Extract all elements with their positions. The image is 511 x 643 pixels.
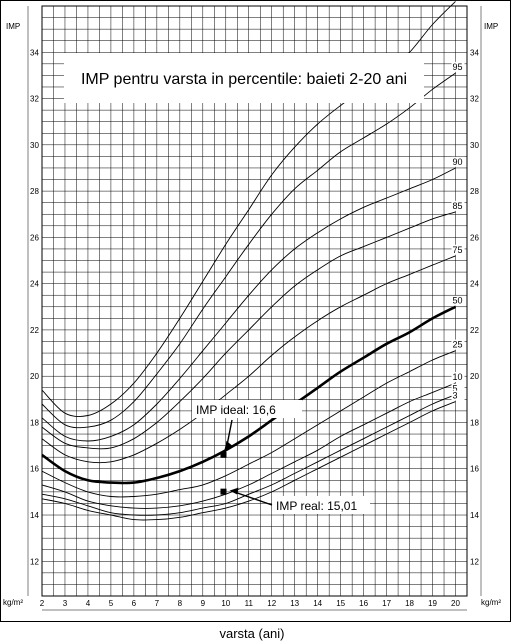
percentile-label-bg [451, 295, 465, 306]
ideal-point-marker [220, 451, 227, 458]
x-tick-label: 20 [451, 599, 460, 608]
outer-border [0, 0, 511, 622]
ideal-arrow-head [224, 440, 233, 450]
percentile-curve-3 [41, 401, 456, 521]
x-axis-label: varsta (ani) [219, 626, 284, 641]
percentile-label-50: 50 [453, 296, 463, 306]
y-tick-label-right: 16 [470, 465, 479, 474]
x-tick-label: 2 [40, 599, 45, 608]
percentile-curve-25 [41, 350, 456, 498]
percentile-label-bg [451, 383, 465, 394]
percentile-curve-95 [41, 72, 456, 429]
y-tick-label-left: 30 [30, 141, 39, 150]
percentile-curve-50 [41, 305, 457, 485]
percentile-label-bg [451, 372, 465, 383]
x-tick-label: 5 [109, 599, 114, 608]
x-tick-label: 8 [178, 599, 183, 608]
y-tick-label-left: 34 [30, 48, 39, 57]
percentile-label-bg [451, 244, 465, 255]
x-tick-label: 12 [267, 599, 276, 608]
y-tick-label-right: 32 [470, 95, 479, 104]
y-tick-label-left: 12 [30, 557, 39, 566]
y-tick-label-left: 22 [30, 326, 39, 335]
x-tick-label: 9 [201, 599, 206, 608]
chart-title: IMP pentru varsta in percentile: baieti … [81, 71, 407, 88]
y-unit-left: kg/m² [3, 598, 23, 607]
y-tick-label-right: 34 [470, 48, 479, 57]
y-tick-label-right: 20 [470, 372, 479, 381]
percentile-label-bg [451, 339, 465, 350]
plot-frame [41, 5, 468, 597]
percentile-curve-75 [41, 255, 456, 464]
percentile-label-85: 85 [453, 201, 463, 211]
percentile-label-bg [451, 61, 465, 72]
percentile-curve-10 [41, 382, 456, 509]
percentile-label-75: 75 [453, 245, 463, 255]
percentile-label-25: 25 [453, 340, 463, 350]
y-tick-label-right: 22 [470, 326, 479, 335]
x-tick-label: 4 [86, 599, 91, 608]
y-axis-label-right: IMP [484, 22, 498, 31]
real-point-marker [220, 488, 227, 495]
percentile-label-90: 90 [453, 157, 463, 167]
percentile-label-10: 10 [453, 372, 463, 382]
x-tick-label: 18 [405, 599, 414, 608]
real-label-box [272, 496, 370, 514]
percentile-curve-90 [41, 167, 456, 442]
percentile-label-bg [451, 156, 465, 167]
x-tick-label: 15 [336, 599, 345, 608]
y-tick-label-left: 32 [30, 95, 39, 104]
x-tick-label: 13 [290, 599, 299, 608]
annotations: IMP ideal: 16,6 IMP real: 15,01 [192, 400, 370, 514]
x-tick-label: 10 [221, 599, 230, 608]
real-arrow-head [229, 487, 239, 495]
x-tick-label: 17 [382, 599, 391, 608]
y-tick-label-left: 28 [30, 187, 39, 196]
x-tick-label: 19 [428, 599, 437, 608]
percentile-labels: 979590857550251053 [451, 0, 465, 401]
x-tick-label: 7 [155, 599, 160, 608]
y-tick-label-right: 30 [470, 141, 479, 150]
percentile-curves [41, 1, 457, 521]
ideal-label-box [192, 400, 302, 418]
percentile-label-3: 3 [453, 391, 458, 401]
y-tick-label-left: 14 [30, 511, 39, 520]
real-arrow-line [233, 490, 273, 506]
frames [27, 5, 482, 611]
percentile-label-5: 5 [453, 384, 458, 394]
percentile-label-bg [451, 200, 465, 211]
title-box [64, 53, 424, 103]
percentile-curve-5 [41, 394, 456, 516]
x-tick-label: 14 [313, 599, 322, 608]
percentile-curve-85 [41, 211, 456, 450]
y-tick-label-right: 12 [470, 557, 479, 566]
y-tick-label-right: 26 [470, 233, 479, 242]
y-tick-label-left: 18 [30, 418, 39, 427]
real-label: IMP real: 15,01 [276, 499, 357, 513]
y-tick-label-left: 26 [30, 233, 39, 242]
percentile-label-95: 95 [453, 62, 463, 72]
y-tick-label-left: 24 [30, 280, 39, 289]
x-tick-label: 3 [63, 599, 68, 608]
ideal-label: IMP ideal: 16,6 [196, 403, 276, 417]
percentile-label-bg [451, 390, 465, 401]
y-tick-label-right: 28 [470, 187, 479, 196]
y-tick-label-left: 20 [30, 372, 39, 381]
x-tick-label: 11 [245, 599, 254, 608]
x-tick-label: 6 [132, 599, 137, 608]
y-unit-right: kg/m² [481, 598, 501, 607]
y-tick-label-right: 18 [470, 418, 479, 427]
y-axis-label-left: IMP [6, 22, 20, 31]
y-tick-label-left: 16 [30, 465, 39, 474]
y-tick-label-right: 14 [470, 511, 479, 520]
y-tick-label-right: 24 [470, 280, 479, 289]
x-tick-label: 16 [359, 599, 368, 608]
